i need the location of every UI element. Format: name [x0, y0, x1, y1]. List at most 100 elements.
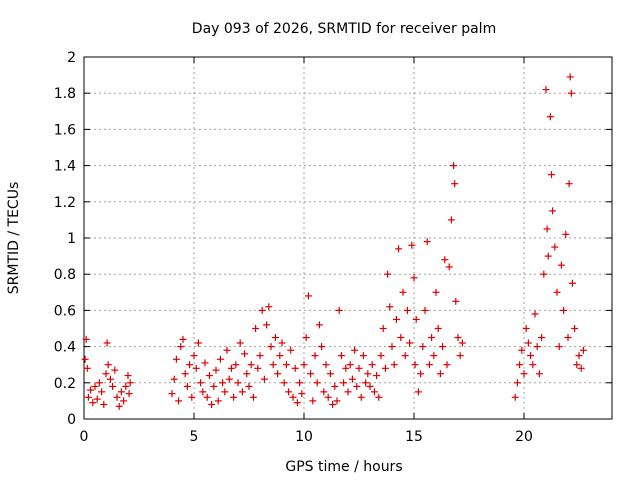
data-point [304, 292, 312, 300]
data-point [419, 343, 427, 351]
data-point [269, 361, 277, 369]
data-point [538, 334, 546, 342]
data-point [197, 379, 205, 387]
data-point [258, 306, 266, 314]
axis-ticks: 00.20.40.60.811.21.41.61.820 5 10 15 20 [54, 50, 612, 445]
chart-title: Day 093 of 2026, SRMTID for receiver pal… [192, 21, 496, 37]
y-tick-label: 0 [67, 412, 76, 428]
grid [84, 57, 612, 419]
data-point [555, 343, 563, 351]
data-point [573, 361, 581, 369]
data-point [421, 306, 429, 314]
data-point [265, 303, 273, 311]
data-point [575, 352, 583, 360]
data-point [522, 325, 530, 332]
data-point [379, 325, 387, 332]
data-point [579, 346, 587, 354]
data-point [516, 361, 524, 369]
data-point [296, 379, 304, 387]
data-point [82, 335, 90, 343]
data-point [562, 230, 570, 238]
data-point [375, 393, 383, 401]
x-tick-label: 0 [80, 429, 89, 445]
data-point [95, 379, 103, 387]
data-point [340, 379, 348, 387]
data-point [83, 364, 91, 372]
data-point [84, 393, 92, 401]
data-point [311, 352, 319, 360]
data-point [357, 393, 365, 401]
data-point [183, 382, 191, 390]
data-point [282, 361, 290, 369]
data-point [399, 288, 407, 296]
data-point [353, 382, 361, 390]
data-point [546, 113, 554, 121]
data-point [529, 361, 537, 369]
data-point [386, 303, 394, 311]
data-point [291, 364, 299, 372]
data-point [329, 401, 337, 409]
data-point [227, 364, 235, 372]
data-point [216, 355, 224, 363]
data-point [93, 395, 101, 403]
data-point [125, 390, 133, 398]
data-point [89, 399, 97, 407]
data-point [560, 306, 568, 314]
data-point [557, 261, 565, 269]
data-point [271, 334, 279, 342]
data-point [518, 346, 526, 354]
data-point [531, 310, 539, 318]
data-point [331, 382, 339, 390]
data-point [230, 393, 238, 401]
data-point [309, 397, 317, 405]
data-point [179, 335, 187, 343]
data-point [278, 339, 286, 347]
data-point [342, 364, 350, 372]
data-point [450, 162, 458, 170]
data-point [373, 372, 381, 380]
data-point [430, 352, 438, 360]
data-point [524, 339, 532, 347]
x-tick-label: 5 [190, 429, 199, 445]
data-point [214, 397, 222, 405]
data-point [302, 334, 310, 342]
data-point [434, 325, 442, 332]
data-point [544, 252, 552, 260]
data-point [126, 379, 134, 387]
data-point [401, 352, 409, 360]
data-point [412, 315, 420, 323]
y-tick-label: 1.2 [54, 195, 76, 211]
data-point [252, 325, 260, 332]
x-tick-label: 20 [515, 429, 533, 445]
data-point [451, 180, 459, 188]
data-point [337, 352, 345, 360]
data-point [542, 86, 550, 94]
data-point [115, 402, 123, 410]
data-point [411, 361, 419, 369]
data-point [104, 361, 112, 369]
data-point [527, 352, 535, 360]
data-point [320, 388, 328, 396]
data-point [181, 370, 189, 378]
y-tick-label: 0.8 [54, 267, 76, 283]
data-point [100, 401, 108, 409]
data-point [384, 270, 392, 278]
data-point [315, 321, 323, 329]
data-point [351, 346, 359, 354]
data-point [511, 393, 519, 401]
data-point [98, 388, 106, 396]
data-point [212, 366, 220, 374]
data-point [428, 334, 436, 342]
data-point [441, 256, 449, 264]
data-point [243, 370, 251, 378]
data-point [81, 355, 89, 363]
data-point [300, 361, 308, 369]
data-point [241, 350, 249, 358]
data-point [190, 352, 198, 360]
data-point [245, 382, 253, 390]
data-point [109, 382, 117, 390]
data-point [192, 364, 200, 372]
data-point [234, 379, 242, 387]
data-point [318, 343, 326, 351]
